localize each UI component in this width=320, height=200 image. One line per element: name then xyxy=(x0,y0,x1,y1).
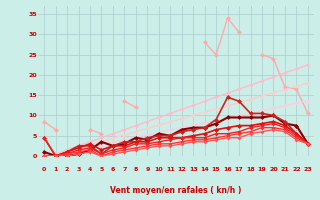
X-axis label: Vent moyen/en rafales ( kn/h ): Vent moyen/en rafales ( kn/h ) xyxy=(110,186,242,195)
